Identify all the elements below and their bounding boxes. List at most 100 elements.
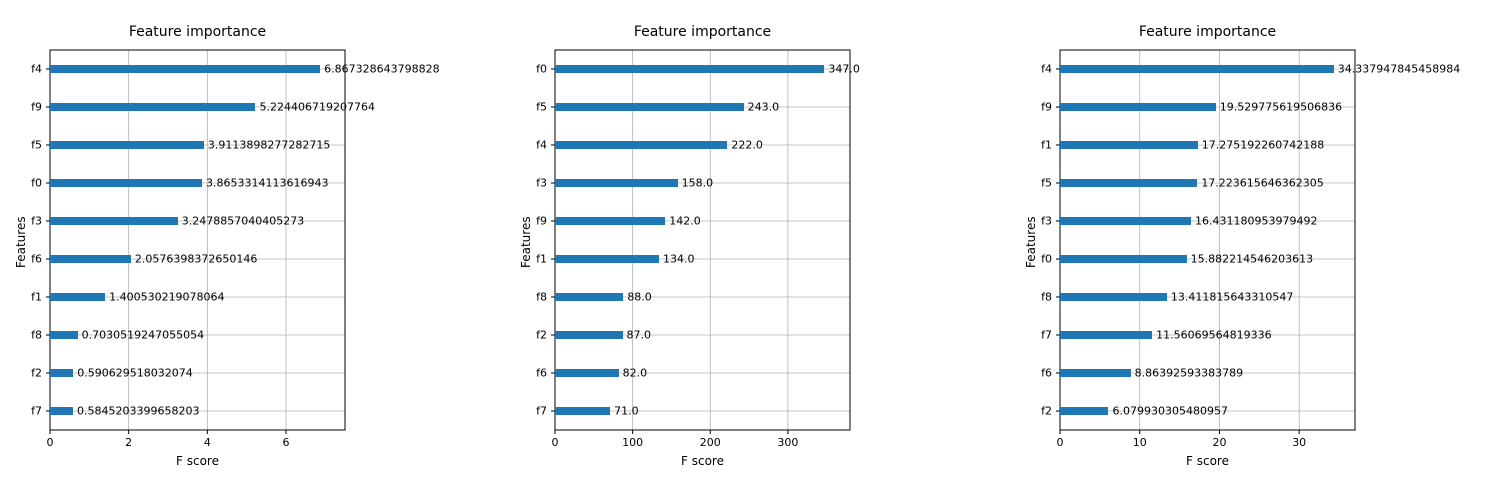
bar-value-label: 71.0 bbox=[614, 405, 639, 418]
bar-value-label: 2.0576398372650146 bbox=[135, 253, 257, 266]
bar-value-label: 19.529775619506836 bbox=[1220, 101, 1342, 114]
bar-value-label: 8.86392593383789 bbox=[1135, 367, 1243, 380]
ytick-label: f3 bbox=[536, 177, 547, 190]
bar bbox=[555, 293, 623, 301]
bar-value-label: 142.0 bbox=[669, 215, 701, 228]
xtick-label: 6 bbox=[283, 436, 290, 449]
bar bbox=[555, 179, 678, 187]
bar bbox=[1060, 293, 1167, 301]
bar-value-label: 158.0 bbox=[682, 177, 714, 190]
ytick-label: f3 bbox=[1041, 215, 1052, 228]
bar bbox=[1060, 369, 1131, 377]
ytick-label: f3 bbox=[31, 215, 42, 228]
xtick-label: 2 bbox=[125, 436, 132, 449]
xlabel: F score bbox=[555, 454, 850, 468]
ytick-label: f9 bbox=[31, 101, 42, 114]
xtick-label: 0 bbox=[552, 436, 559, 449]
ytick-label: f6 bbox=[31, 253, 42, 266]
bar bbox=[50, 217, 178, 225]
bar bbox=[1060, 407, 1108, 415]
xtick-label: 300 bbox=[777, 436, 798, 449]
ytick-label: f7 bbox=[31, 405, 42, 418]
bar-value-label: 82.0 bbox=[623, 367, 648, 380]
bar bbox=[555, 255, 659, 263]
ytick-label: f5 bbox=[1041, 177, 1052, 190]
xtick-label: 30 bbox=[1292, 436, 1306, 449]
bar-value-label: 11.56069564819336 bbox=[1156, 329, 1271, 342]
bar-value-label: 6.079930305480957 bbox=[1112, 405, 1227, 418]
bar-value-label: 17.223615646362305 bbox=[1201, 177, 1323, 190]
ylabel: Features bbox=[1024, 216, 1038, 268]
bar bbox=[555, 217, 665, 225]
ytick-label: f8 bbox=[536, 291, 547, 304]
bar bbox=[555, 407, 610, 415]
plot-title: Feature importance bbox=[555, 24, 850, 40]
ytick-label: f9 bbox=[1041, 101, 1052, 114]
bar bbox=[50, 293, 105, 301]
bar-value-label: 3.2478857040405273 bbox=[182, 215, 304, 228]
bar-value-label: 5.224406719207764 bbox=[259, 101, 374, 114]
subplot-0: Feature importance6.8673286437988285.224… bbox=[50, 50, 345, 430]
ytick-label: f7 bbox=[536, 405, 547, 418]
bar bbox=[1060, 255, 1187, 263]
bar-value-label: 87.0 bbox=[627, 329, 652, 342]
ylabel: Features bbox=[519, 216, 533, 268]
bar bbox=[555, 331, 623, 339]
bar bbox=[1060, 179, 1197, 187]
bar-value-label: 13.411815643310547 bbox=[1171, 291, 1293, 304]
bar bbox=[50, 179, 202, 187]
ytick-label: f1 bbox=[31, 291, 42, 304]
bar-value-label: 3.9113898277282715 bbox=[208, 139, 330, 152]
xlabel: F score bbox=[1060, 454, 1355, 468]
xtick-label: 20 bbox=[1212, 436, 1226, 449]
ytick-label: f2 bbox=[31, 367, 42, 380]
bar bbox=[555, 103, 744, 111]
ytick-label: f1 bbox=[536, 253, 547, 266]
bar-value-label: 0.5845203399658203 bbox=[77, 405, 199, 418]
ytick-label: f0 bbox=[31, 177, 42, 190]
xtick-label: 200 bbox=[700, 436, 721, 449]
xlabel: F score bbox=[50, 454, 345, 468]
xtick-label: 100 bbox=[622, 436, 643, 449]
ytick-label: f4 bbox=[1041, 63, 1052, 76]
bar-value-label: 222.0 bbox=[731, 139, 763, 152]
xtick-label: 10 bbox=[1133, 436, 1147, 449]
subplot-1: Feature importance347.0243.0222.0158.014… bbox=[555, 50, 850, 430]
bar bbox=[50, 407, 73, 415]
bar bbox=[1060, 141, 1198, 149]
bar-value-label: 0.590629518032074 bbox=[77, 367, 192, 380]
ytick-label: f9 bbox=[536, 215, 547, 228]
bar-value-label: 17.275192260742188 bbox=[1202, 139, 1324, 152]
bar-value-label: 134.0 bbox=[663, 253, 695, 266]
bar-value-label: 88.0 bbox=[627, 291, 652, 304]
bar bbox=[50, 141, 204, 149]
ytick-label: f7 bbox=[1041, 329, 1052, 342]
plot-title: Feature importance bbox=[50, 24, 345, 40]
ytick-label: f6 bbox=[1041, 367, 1052, 380]
bar-value-label: 6.867328643798828 bbox=[324, 63, 439, 76]
bar-value-label: 0.7030519247055054 bbox=[82, 329, 204, 342]
ytick-label: f2 bbox=[1041, 405, 1052, 418]
xtick-label: 0 bbox=[47, 436, 54, 449]
bar bbox=[50, 103, 255, 111]
plot-title: Feature importance bbox=[1060, 24, 1355, 40]
figure: Feature importance 6.867328643798828 5.224… bbox=[0, 0, 1500, 500]
ytick-label: f2 bbox=[536, 329, 547, 342]
ytick-label: f1 bbox=[1041, 139, 1052, 152]
bar-value-label: 3.8653314113616943 bbox=[206, 177, 328, 190]
bar bbox=[555, 65, 824, 73]
ytick-label: f0 bbox=[536, 63, 547, 76]
xtick-label: 4 bbox=[204, 436, 211, 449]
bar bbox=[1060, 103, 1216, 111]
bar-value-label: 243.0 bbox=[748, 101, 780, 114]
bar bbox=[555, 141, 727, 149]
bar bbox=[50, 65, 320, 73]
bar-value-label: 34.337947845458984 bbox=[1338, 63, 1460, 76]
bar bbox=[1060, 217, 1191, 225]
bar bbox=[50, 255, 131, 263]
ytick-label: f5 bbox=[536, 101, 547, 114]
ytick-label: f5 bbox=[31, 139, 42, 152]
bar bbox=[555, 369, 619, 377]
subplot-2: Feature importance34.33794784545898419.5… bbox=[1060, 50, 1355, 430]
ytick-label: f8 bbox=[31, 329, 42, 342]
